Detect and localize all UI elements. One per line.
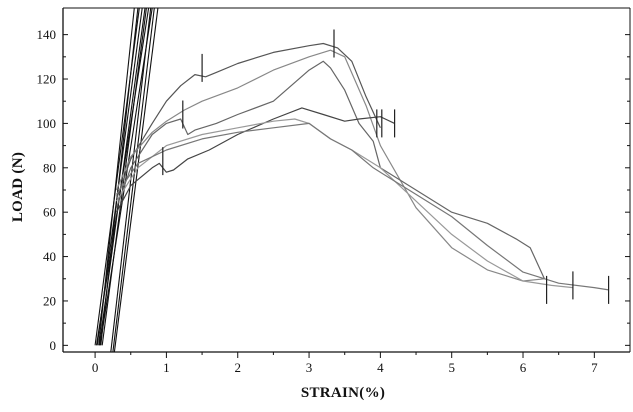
y-tick-label-20: 20: [43, 293, 56, 308]
series-curve-1: [115, 42, 381, 200]
steep-line-7: [100, 8, 139, 346]
series-curve-3: [115, 60, 545, 280]
x-tick-label-5: 5: [448, 360, 455, 375]
x-tick-label-0: 0: [92, 360, 99, 375]
steep-line-4: [98, 8, 135, 346]
x-tick-label-2: 2: [234, 360, 241, 375]
x-tick-label-7: 7: [591, 360, 598, 375]
y-tick-label-40: 40: [43, 249, 56, 264]
axes: [62, 7, 631, 353]
series-curve-4: [115, 107, 395, 213]
y-tick-label-100: 100: [37, 116, 57, 131]
y-tick-label-140: 140: [37, 27, 57, 42]
ticks: 0 20 40 60 80 100 120 140 0 1 2 3 4 5 6 7: [37, 27, 630, 375]
y-tick-label-0: 0: [50, 338, 57, 353]
y-tick-label-120: 120: [37, 72, 57, 87]
y-axis-title: LOAD (N): [10, 152, 26, 222]
x-axis-title: STRAIN(%): [301, 385, 385, 401]
x-tick-label-4: 4: [377, 360, 384, 375]
x-tick-label-1: 1: [163, 360, 170, 375]
x-tick-label-3: 3: [306, 360, 313, 375]
steep-line-11: [113, 8, 159, 352]
series-curve-6: [116, 122, 609, 291]
plot-lines: [94, 8, 610, 352]
x-tick-label-6: 6: [520, 360, 527, 375]
y-tick-label-80: 80: [43, 160, 56, 175]
y-tick-label-60: 60: [43, 205, 56, 220]
steep-line-10: [112, 8, 155, 352]
series-curve-2: [115, 49, 545, 282]
steep-line-6: [99, 8, 153, 346]
